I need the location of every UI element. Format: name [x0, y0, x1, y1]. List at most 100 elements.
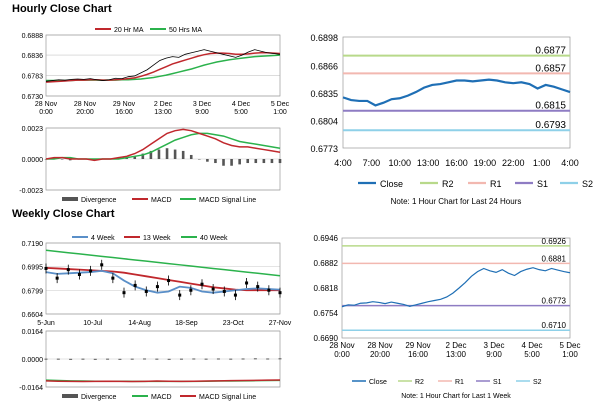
hourly-macd-divergence-bar: [149, 150, 153, 159]
weekly-ma-price-point: [89, 269, 93, 273]
weekly-close-y-tick-label: 0.6754: [314, 309, 339, 318]
hourly-macd-divergence-bar: [206, 159, 209, 162]
weekly-ma-y-tick-label: 0.6995: [22, 265, 44, 272]
hourly-macd-y-tick-label: 0.0023: [22, 126, 44, 133]
weekly-ma-price-point: [155, 285, 159, 289]
weekly-close-level-label: 0.6881: [542, 254, 567, 263]
hourly-close-x-tick-label: 1:00: [533, 158, 551, 168]
weekly-ma-price-point: [222, 289, 226, 293]
hourly-close-level-label: 0.6793: [535, 120, 566, 131]
weekly-macd-divergence-bar: [130, 358, 134, 360]
weekly-macd-divergence-bar: [192, 358, 196, 360]
weekly-macd-divergence-bar: [167, 358, 171, 360]
weekly-ma-x-tick-label: 18-Sep: [175, 320, 198, 327]
weekly-ma-legend-4wk-label: 4 Week: [91, 235, 115, 242]
weekly-macd-divergence-bar: [106, 358, 110, 360]
weekly-close-x-tick-label: 29 Nov 16:00: [405, 341, 430, 359]
weekly-macd-divergence-bar: [81, 358, 85, 360]
weekly-ma-x-tick-label: 5-Jun: [37, 320, 55, 327]
weekly-section-title: Weekly Close Chart: [12, 208, 115, 220]
hourly-close-legend-label: R1: [490, 179, 502, 189]
weekly-ma-x-tick-label: 27-Nov: [269, 320, 292, 327]
hourly-macd-divergence-bar: [254, 159, 258, 164]
weekly-macd-divergence-bar: [253, 358, 257, 360]
hourly-close-y-tick-label: 0.6773: [310, 144, 338, 154]
weekly-macd-divergence-bar: [216, 358, 220, 360]
weekly-ma-y-tick-label: 0.6799: [22, 288, 44, 295]
hourly-ma-x-tick-label: 28 Nov 20:00: [74, 101, 97, 116]
hourly-close-y-tick-label: 0.6804: [310, 116, 338, 126]
hourly-close-x-tick-label: 22:00: [502, 158, 525, 168]
hourly-ma-series-20hr: [45, 52, 281, 83]
hourly-macd-y-tick-label: -0.0023: [19, 188, 43, 195]
weekly-close-x-tick-label: 3 Dec 9:00: [484, 341, 505, 359]
hourly-macd-legend-macd-label: MACD: [151, 197, 172, 204]
hourly-macd-divergence-bar: [181, 150, 185, 159]
weekly-ma-price-point: [122, 291, 126, 295]
hourly-ma-x-tick-label: 28 Nov 0:00: [35, 101, 58, 116]
hourly-close-frame: [342, 36, 571, 149]
hourly-macd-divergence-bar: [270, 159, 274, 164]
hourly-close-x-tick-label: 10:00: [388, 158, 411, 168]
weekly-ma-price-point: [100, 263, 104, 267]
weekly-close-x-tick-label: 5 Dec 1:00: [560, 341, 581, 359]
weekly-ma-price-point: [144, 289, 148, 293]
weekly-macd-divergence-bar: [69, 358, 73, 360]
hourly-close-series: [342, 78, 571, 107]
weekly-close-x-tick-label: 2 Dec 13:00: [446, 341, 467, 359]
weekly-macd-divergence-bar: [155, 358, 159, 360]
hourly-macd-divergence-bar: [230, 159, 233, 166]
weekly-macd-divergence-bar: [44, 358, 48, 360]
hourly-macd-line: [45, 128, 281, 162]
weekly-close-note: Note: 1 Hour Chart for Last 1 Week: [401, 393, 511, 400]
weekly-close-x-tick-label: 28 Nov 20:00: [367, 341, 392, 359]
hourly-ma-x-tick-label: 4 Dec 5:00: [232, 101, 251, 116]
weekly-macd-y-tick-label: -0.0164: [19, 385, 43, 392]
hourly-ma-x-tick-label: 29 Nov 16:00: [113, 101, 136, 116]
weekly-macd-divergence-bar: [278, 358, 282, 360]
hourly-close-level-label: 0.6857: [535, 63, 566, 74]
weekly-ma-price-point: [211, 287, 215, 291]
hourly-close-legend-label: Close: [380, 179, 403, 189]
weekly-ma-price-point: [111, 276, 115, 280]
weekly-macd-divergence-bar: [56, 358, 60, 360]
hourly-macd-divergence-bar: [214, 159, 217, 164]
weekly-ma-price-point: [178, 293, 182, 297]
hourly-macd-y-tick-label: 0.0000: [22, 157, 44, 164]
weekly-ma-frame: [45, 242, 281, 315]
weekly-close-x-tick-label: 4 Dec 5:00: [522, 341, 543, 359]
hourly-close-x-tick-label: 16:00: [445, 158, 468, 168]
weekly-close-series: [341, 267, 571, 308]
weekly-macd-line: [45, 379, 281, 383]
weekly-macd-divergence-bar: [143, 358, 147, 360]
hourly-close-x-tick-label: 7:00: [363, 158, 381, 168]
hourly-close-y-tick-label: 0.6866: [310, 61, 338, 71]
weekly-ma-price-point: [233, 293, 237, 297]
hourly-macd-divergence-bar: [189, 154, 193, 159]
weekly-macd-divergence-bar: [118, 358, 122, 360]
hourly-ma-y-tick-label: 0.6836: [22, 53, 44, 60]
weekly-ma-price-point: [267, 288, 271, 292]
weekly-close-legend-label: S1: [493, 379, 502, 386]
weekly-ma-price-point: [66, 268, 70, 272]
weekly-macd-divergence-bar: [204, 358, 208, 360]
weekly-ma-series-4wk: [45, 269, 281, 294]
weekly-close-y-tick-label: 0.6818: [314, 284, 339, 293]
hourly-macd-divergence-bar: [278, 159, 282, 164]
weekly-close-legend-label: R1: [455, 379, 464, 386]
hourly-macd-divergence-bar: [141, 153, 145, 159]
weekly-ma-legend-40wk-label: 40 Week: [200, 235, 228, 242]
weekly-ma-price-point: [256, 285, 260, 289]
hourly-macd-divergence-bar: [157, 149, 161, 159]
hourly-ma-frame: [45, 34, 281, 97]
weekly-ma-y-tick-label: 0.7190: [22, 241, 44, 248]
hourly-ma-y-tick-label: 0.6783: [22, 74, 44, 81]
hourly-ma-x-tick-label: 5 Dec 1:00: [271, 101, 290, 116]
weekly-close-y-tick-label: 0.6946: [314, 234, 339, 243]
hourly-ma-legend-50hr-label: 50 Hrs MA: [169, 27, 202, 34]
hourly-ma-x-tick-label: 2 Dec 13:00: [154, 101, 173, 116]
weekly-close-level-label: 0.6773: [542, 297, 567, 306]
weekly-macd-legend-divergence-label: Divergence: [81, 394, 117, 401]
weekly-macd-legend-macd-label: MACD: [151, 394, 172, 401]
